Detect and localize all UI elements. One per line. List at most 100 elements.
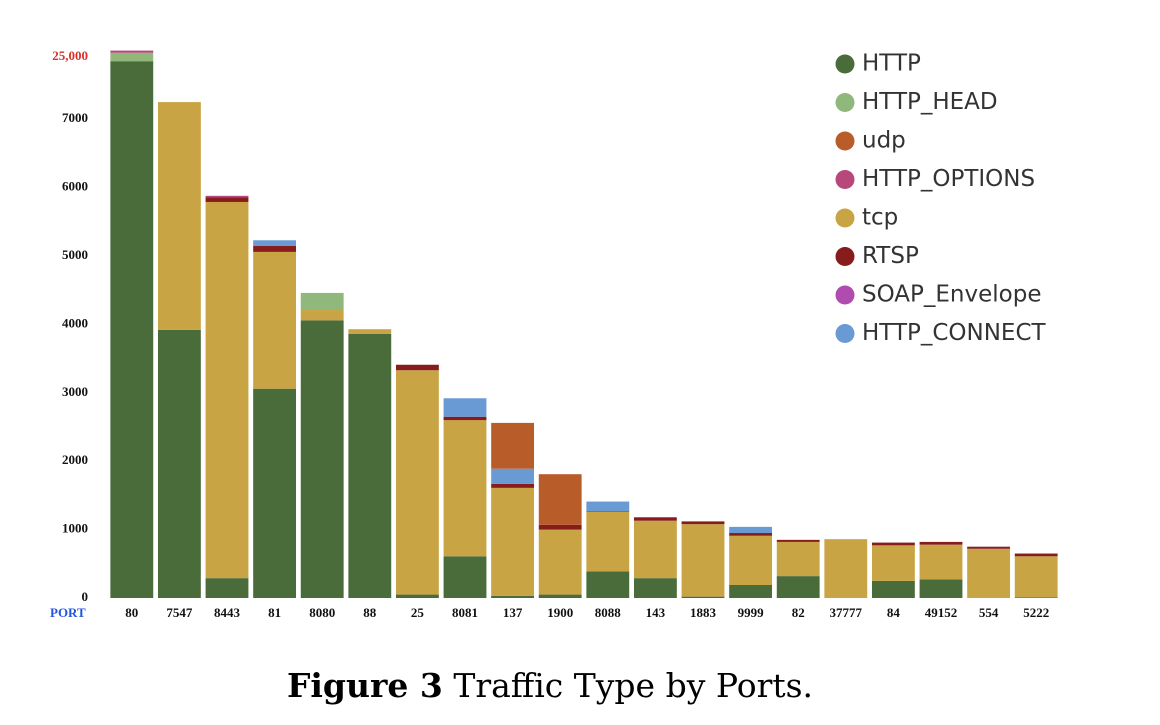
bar-segment [491,422,535,469]
bar-segment [443,420,487,557]
legend-label: HTTP_OPTIONS [862,166,1035,192]
bar-segment [491,468,535,484]
bar-segment [300,292,344,311]
x-tick-label: 8088 [595,605,622,620]
legend-swatch [835,93,855,112]
bar-segment [110,52,154,62]
bar-segment [633,578,677,598]
x-tick-label: 9999 [738,605,765,620]
y-tick-label: 7000 [62,110,88,125]
legend-swatch [835,131,855,151]
x-tick-label: 8081 [452,605,478,620]
bar-segment [205,578,249,598]
legend-label: tcp [862,205,898,231]
bar-segment [633,517,677,521]
bar-segment [395,370,439,595]
bar-segment [253,240,297,246]
bar-segment [253,251,297,389]
bar-segment [729,533,773,536]
y-tick-label: 0 [82,589,89,604]
bar-segment [729,585,773,598]
bar-segment [824,539,868,598]
bar-segment [253,245,297,252]
bar-segment [919,544,963,580]
bar-segment [967,546,1011,549]
bar-segment [205,197,249,202]
bar-segment [1014,556,1058,598]
bar-segment [491,487,535,596]
legend-label: HTTP_HEAD [862,89,998,115]
bar-segment [776,541,820,577]
bar-segment [348,329,392,334]
x-tick-label: 143 [646,605,666,620]
bar-segment [205,195,249,198]
bar-segment [776,539,820,542]
bar-segment [871,542,915,546]
bar-segment [681,596,725,598]
bar-segment [538,524,582,530]
bar-segment [157,102,201,330]
bar-segment [586,511,630,512]
x-tick-label: 49152 [925,605,958,620]
bar-segment [443,416,487,421]
legend-swatch [835,285,855,305]
x-tick-label: 80 [125,605,138,620]
legend-label: HTTP [862,51,921,77]
x-tick-label: 82 [792,605,805,620]
bar-segment [729,535,773,586]
x-tick-label: 8443 [214,605,241,620]
bar-segment [729,526,773,534]
bar-segment [395,364,439,371]
bar-segment [633,520,677,579]
bar-segment [253,388,297,598]
bar-segment [871,580,915,598]
bar-segment [681,524,725,597]
x-tick-label: 81 [268,605,281,620]
legend-label: SOAP_Envelope [862,282,1042,308]
bar-segment [871,545,915,581]
x-tick-label: 84 [887,605,901,620]
bar-segment [110,50,154,53]
bar-segment [776,576,820,598]
y-tick-label: 2000 [62,452,88,467]
bar-segment [443,398,487,417]
legend-swatch [835,54,855,74]
bar-segment [538,529,582,595]
bar-segment [919,541,963,545]
legend-swatch [835,208,855,228]
bar-segment [681,521,725,525]
x-tick-label: 7547 [166,605,193,620]
caption-text: Traffic Type by Ports. [453,666,813,705]
legend-label: HTTP_CONNECT [862,320,1047,346]
bar-segment [491,483,535,488]
bar-segment [586,511,630,572]
bar-segment [205,201,249,579]
bar-segment [491,595,535,598]
y-tick-label: 3000 [62,384,88,399]
bar-segment [1014,553,1058,557]
bar-segment [586,501,630,512]
legend-label: RTSP [862,243,919,269]
y-tick-label: 1000 [62,521,88,536]
x-tick-label: 25 [411,605,425,620]
legend-swatch [835,170,855,189]
bar-segment [395,594,439,598]
x-tick-label: 88 [363,605,377,620]
legend-swatch [835,247,855,266]
y-tick-label: 4000 [62,315,88,330]
bar-segment [586,571,630,598]
caption-label: Figure 3 [287,666,443,705]
x-tick-label: 1883 [690,605,717,620]
caption: Figure 3 Traffic Type by Ports. [287,666,813,705]
x-tick-label: 137 [503,605,523,620]
x-axis-label: PORT [50,605,86,620]
bar-segment [538,594,582,598]
y-tick-label: 25,000 [52,48,88,63]
bar-segment [300,310,344,321]
bar-segment [919,579,963,598]
bar-segment [348,333,392,598]
y-tick-label: 5000 [62,247,88,262]
bar-segment [967,548,1011,598]
legend-label: udp [862,128,906,154]
